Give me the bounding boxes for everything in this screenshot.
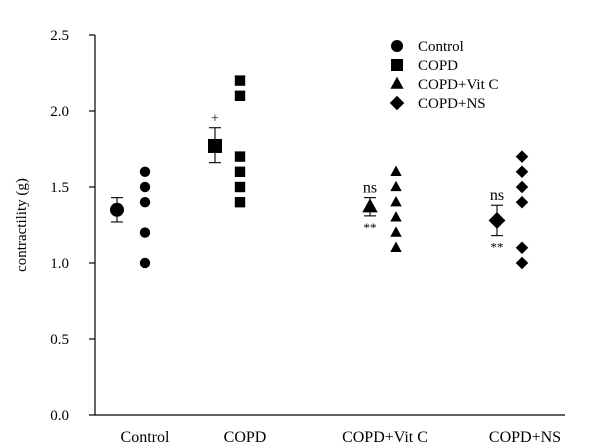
- mean-point: [208, 138, 222, 153]
- data-point: [515, 180, 529, 194]
- legend-label: Control: [418, 39, 464, 55]
- y-tick-label: 2.0: [50, 104, 69, 120]
- legend-marker: [391, 40, 403, 52]
- legend-marker: [391, 59, 403, 71]
- group-copd-vit-c: ns **: [362, 165, 402, 252]
- data-point: [234, 75, 246, 86]
- legend-item: COPD+Vit C: [390, 76, 499, 93]
- data-point: [234, 181, 246, 193]
- x-tick-label: COPD+NS: [489, 429, 561, 446]
- legend-item: Control: [391, 39, 464, 55]
- data-point: [139, 197, 151, 208]
- data-point: [234, 90, 246, 101]
- data-point: [234, 166, 246, 177]
- data-point: [139, 227, 151, 238]
- data-point: [234, 151, 246, 162]
- annotation-below: **: [491, 240, 504, 255]
- mean-point: [362, 198, 378, 213]
- data-point: [390, 226, 402, 237]
- y-tick-label: 2.5: [50, 28, 69, 44]
- legend-marker: [390, 76, 404, 89]
- data-point: [515, 256, 529, 270]
- annotation-above: +: [211, 112, 219, 127]
- y-axis-label: contractility (g): [14, 178, 30, 272]
- mean-point: [488, 212, 506, 229]
- data-point: [515, 150, 529, 163]
- y-tick-label: 0.5: [50, 332, 69, 348]
- legend-label: COPD+Vit C: [418, 77, 499, 93]
- data-point: [515, 165, 529, 179]
- x-tick-label: COPD: [224, 429, 267, 446]
- data-point: [390, 211, 402, 222]
- data-point: [139, 166, 151, 177]
- data-point: [390, 241, 402, 252]
- y-tick-label: 1.0: [50, 256, 69, 272]
- group-control: [110, 166, 151, 269]
- legend-item: COPD+NS: [389, 95, 486, 112]
- group-copd-ns: ns **: [488, 150, 529, 270]
- group-copd: +: [208, 75, 246, 208]
- data-marks: + ns ** ns **: [110, 75, 529, 270]
- data-point: [139, 181, 151, 193]
- axes: [94, 35, 565, 416]
- data-point: [390, 165, 402, 176]
- annotation-above: ns: [363, 180, 377, 197]
- x-tick-label: COPD+Vit C: [342, 429, 428, 446]
- data-point: [515, 241, 529, 255]
- legend-item: COPD: [391, 58, 458, 74]
- legend-label: COPD+NS: [418, 96, 486, 112]
- x-tick-label: Control: [121, 429, 170, 446]
- annotation-below: **: [364, 220, 377, 235]
- mean-point: [110, 202, 124, 217]
- y-tick-label: 1.5: [50, 180, 69, 196]
- legend: Control COPD COPD+Vit C COPD+NS: [389, 39, 499, 112]
- legend-marker: [389, 95, 405, 111]
- data-point: [390, 195, 402, 207]
- y-tick-label: 0.0: [50, 408, 69, 424]
- data-point: [234, 197, 246, 208]
- annotation-above: ns: [490, 187, 504, 204]
- data-point: [390, 180, 402, 192]
- y-ticks: 0.0 0.5 1.0 1.5 2.0 2.5: [50, 28, 95, 424]
- data-point: [139, 257, 151, 269]
- x-tick-labels: Control COPD COPD+Vit C COPD+NS: [121, 429, 562, 446]
- data-point: [515, 195, 529, 209]
- legend-label: COPD: [418, 58, 458, 74]
